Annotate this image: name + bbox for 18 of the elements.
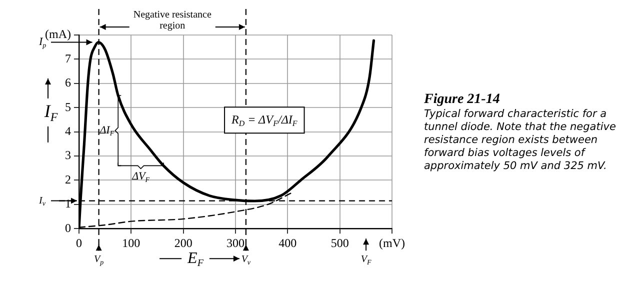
x-tick-label: (mV) [379, 236, 406, 250]
y-tick-label: 5 [64, 100, 71, 114]
text: Figure 21-14 [424, 92, 501, 108]
y-tick-label: 2 [64, 172, 71, 186]
x-tick-label: 400 [278, 236, 297, 250]
y-tick-label: 4 [64, 124, 71, 138]
x-tick-label: 200 [174, 236, 192, 250]
y-tick-label: 3 [64, 148, 71, 162]
y-tick-label: 6 [64, 76, 71, 90]
x-tick-label: 500 [330, 236, 349, 250]
text: Negative resistance region [133, 10, 212, 32]
y-tick-label: 7 [64, 51, 71, 66]
x-tick-label: 300 [226, 236, 244, 250]
y-tick-label: 0 [64, 220, 71, 235]
text: Typical forward characteristic for a tunnel diode. Note that the negative resistance region exists between forward bias voltages levels of approximately 50 mV and 325 mV. [424, 108, 617, 173]
y-tick-label: (mA) [44, 27, 71, 42]
x-tick-label: 0 [76, 236, 82, 250]
x-tick-label: 100 [122, 236, 140, 250]
